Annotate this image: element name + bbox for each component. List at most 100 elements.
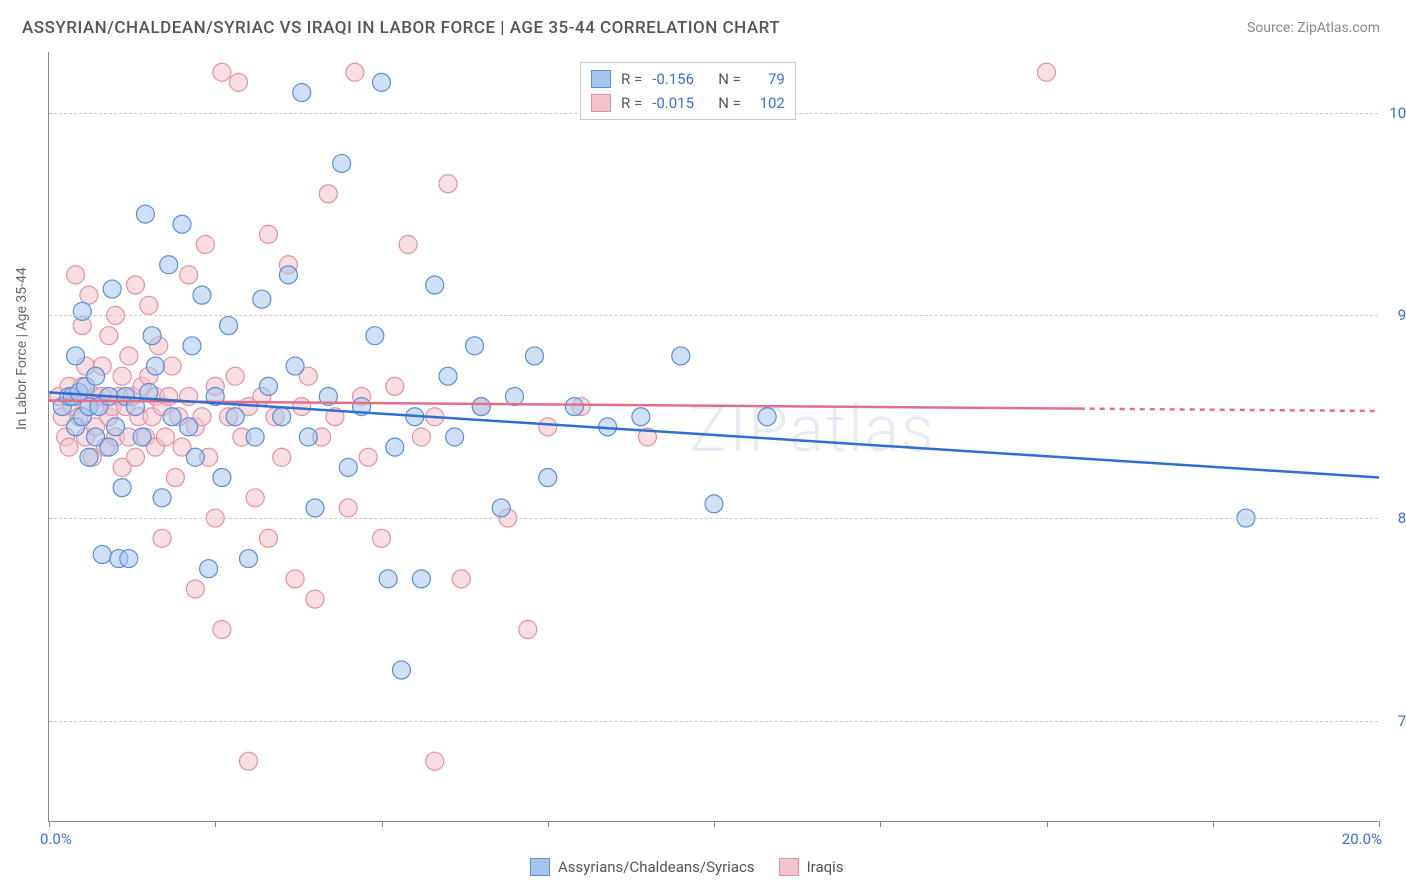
data-point: [126, 448, 144, 466]
data-point: [166, 469, 184, 487]
data-point: [153, 529, 171, 547]
data-point: [180, 418, 198, 436]
data-point: [632, 408, 650, 426]
trendline-dash-iraqis: [1080, 409, 1379, 411]
data-point: [163, 357, 181, 375]
data-point: [107, 418, 125, 436]
data-point: [103, 280, 121, 298]
data-point: [186, 580, 204, 598]
stats-row-assyrians: R = -0.156 N = 79: [591, 67, 785, 91]
data-point: [339, 458, 357, 476]
y-tick-label: 100.0%: [1383, 104, 1406, 122]
data-point: [466, 337, 484, 355]
data-point: [339, 499, 357, 517]
data-point: [392, 661, 410, 679]
source-attribution: Source: ZipAtlas.com: [1247, 20, 1380, 36]
data-point: [672, 347, 690, 365]
swatch-iraqis: [779, 858, 799, 876]
data-point: [452, 570, 470, 588]
data-point: [183, 337, 201, 355]
data-point: [299, 428, 317, 446]
data-point: [426, 752, 444, 770]
gridline-h: [49, 518, 1378, 519]
legend-label: Assyrians/Chaldeans/Syriacs: [558, 858, 755, 876]
data-point: [412, 428, 430, 446]
data-point: [200, 560, 218, 578]
y-axis-label: In Labor Force | Age 35-44: [14, 267, 30, 430]
x-axis-min-label: 0.0%: [40, 830, 72, 848]
data-point: [100, 438, 118, 456]
legend-item-iraqis: Iraqis: [779, 858, 844, 876]
n-value: 79: [751, 70, 785, 88]
correlation-chart: ASSYRIAN/CHALDEAN/SYRIAC VS IRAQI IN LAB…: [0, 0, 1406, 892]
data-point: [60, 438, 78, 456]
data-point: [226, 367, 244, 385]
chart-title: ASSYRIAN/CHALDEAN/SYRIAC VS IRAQI IN LAB…: [22, 18, 780, 38]
r-label: R =: [621, 70, 642, 88]
data-point: [80, 286, 98, 304]
n-value: 102: [751, 94, 785, 112]
data-point: [67, 347, 85, 365]
data-point: [366, 327, 384, 345]
data-point: [386, 377, 404, 395]
data-point: [186, 448, 204, 466]
gridline-h: [49, 721, 1378, 722]
chart-svg: [49, 52, 1378, 821]
x-tick: [1047, 821, 1048, 827]
series-legend: Assyrians/Chaldeans/Syriacs Iraqis: [530, 858, 844, 876]
y-tick-label: 70.0%: [1383, 712, 1406, 730]
series-iraqis: [50, 63, 1056, 770]
data-point: [373, 73, 391, 91]
data-point: [246, 428, 264, 446]
data-point: [113, 367, 131, 385]
data-point: [143, 327, 161, 345]
data-point: [439, 175, 457, 193]
data-point: [293, 398, 311, 416]
data-point: [120, 550, 138, 568]
data-point: [213, 621, 231, 639]
data-point: [153, 489, 171, 507]
data-point: [359, 448, 377, 466]
n-label: N =: [718, 94, 741, 112]
data-point: [399, 236, 417, 254]
data-point: [113, 479, 131, 497]
data-point: [93, 546, 111, 564]
data-point: [126, 276, 144, 294]
r-value: -0.156: [652, 70, 708, 88]
data-point: [539, 469, 557, 487]
data-point: [386, 438, 404, 456]
data-point: [160, 387, 178, 405]
data-point: [446, 428, 464, 446]
data-point: [259, 377, 277, 395]
data-point: [173, 215, 191, 233]
data-point: [156, 428, 174, 446]
stats-row-iraqis: R =-0.015N =102: [591, 91, 785, 115]
data-point: [333, 154, 351, 172]
data-point: [306, 499, 324, 517]
data-point: [293, 84, 311, 102]
data-point: [240, 550, 258, 568]
data-point: [758, 408, 776, 426]
y-tick-label: 90.0%: [1383, 306, 1406, 324]
data-point: [346, 63, 364, 81]
x-tick: [714, 821, 715, 827]
data-point: [519, 621, 537, 639]
data-point: [439, 367, 457, 385]
data-point: [160, 256, 178, 274]
data-point: [120, 347, 138, 365]
x-tick: [1379, 821, 1380, 827]
data-point: [226, 408, 244, 426]
swatch-assyrians: [530, 858, 550, 876]
data-point: [705, 495, 723, 513]
data-point: [140, 296, 158, 314]
data-point: [379, 570, 397, 588]
r-label: R =: [621, 94, 642, 112]
n-label: N =: [718, 70, 741, 88]
data-point: [133, 428, 151, 446]
data-point: [279, 266, 297, 284]
data-point: [87, 367, 105, 385]
x-tick: [880, 821, 881, 827]
data-point: [213, 469, 231, 487]
data-point: [286, 357, 304, 375]
stats-legend: R =-0.156N =79R =-0.015N =102: [580, 62, 796, 120]
